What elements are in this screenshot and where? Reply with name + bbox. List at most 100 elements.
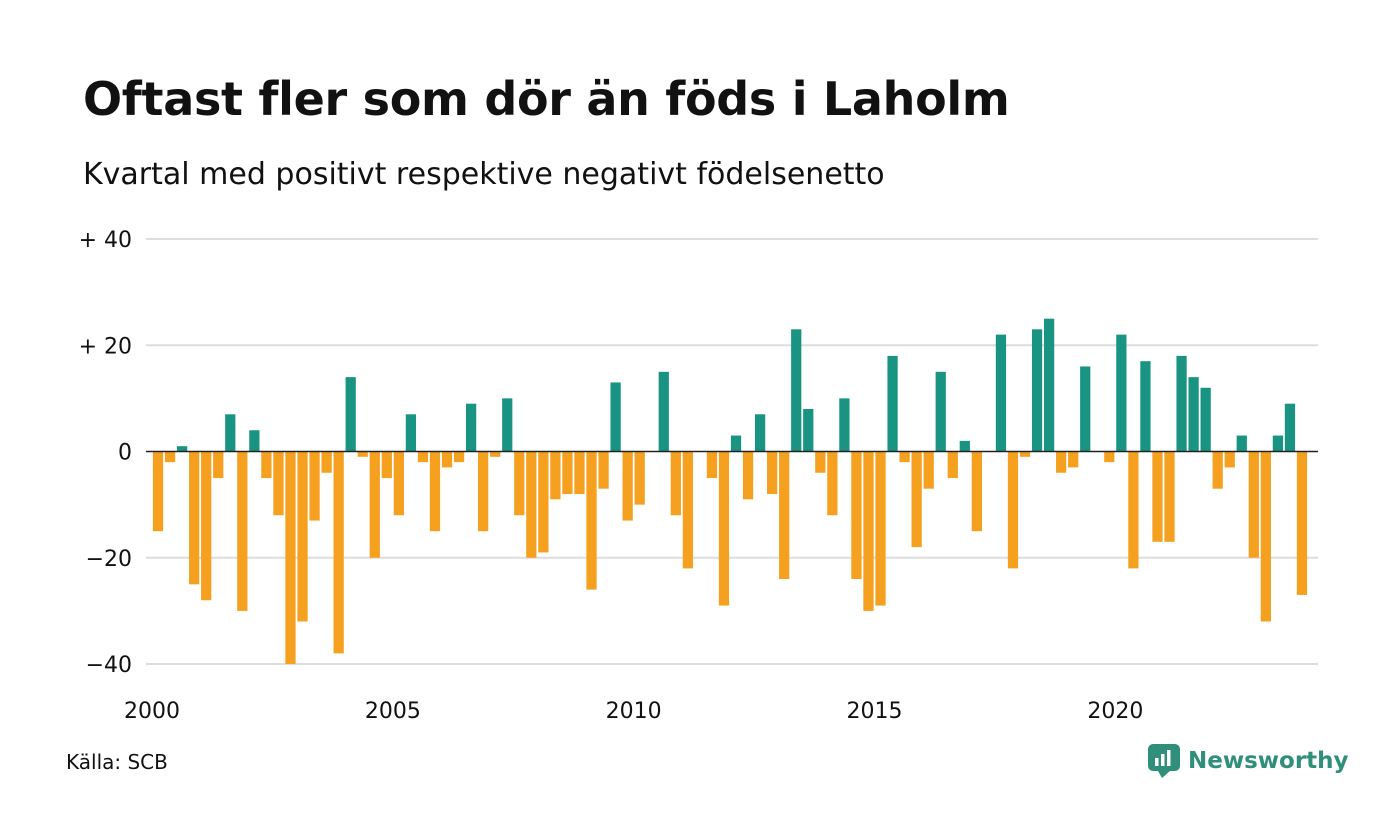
bar — [333, 451, 344, 654]
bar — [935, 371, 946, 452]
bar — [176, 446, 188, 452]
axes: + 40 + 20 0 −20 −40 2000 2005 2010 2015 2020 — [79, 228, 1318, 724]
bar — [345, 377, 356, 452]
bar — [369, 451, 380, 558]
source-note: Källa: SCB — [66, 750, 168, 774]
y-tick-label: + 40 — [79, 228, 132, 253]
brand-name: Newsworthy — [1188, 748, 1349, 774]
bar — [682, 451, 693, 569]
bars — [152, 318, 1308, 664]
bar — [357, 451, 368, 457]
bar — [1260, 451, 1271, 622]
bar — [742, 451, 754, 500]
bar — [706, 451, 718, 479]
brand-logo[interactable]: Newsworthy — [1148, 744, 1349, 778]
bar — [405, 414, 417, 452]
bar — [297, 451, 308, 622]
bar — [767, 451, 778, 494]
bar — [1128, 451, 1139, 569]
bar — [1080, 366, 1091, 452]
bar — [1284, 403, 1296, 452]
bar — [1056, 451, 1067, 473]
bar — [911, 451, 922, 548]
bar — [875, 451, 886, 606]
bar — [995, 334, 1007, 452]
bar — [164, 451, 176, 463]
y-tick-label: 0 — [118, 441, 132, 466]
bar — [815, 451, 826, 473]
bar — [586, 451, 597, 590]
bar — [791, 329, 802, 452]
bar — [622, 451, 633, 521]
bar — [249, 430, 260, 452]
chart-title: Oftast fler som dör än föds i Laholm — [83, 72, 1010, 126]
bar — [1031, 329, 1043, 452]
x-tick-label: 2015 — [847, 699, 903, 724]
x-tick-label: 2020 — [1087, 699, 1143, 724]
bar — [670, 451, 681, 516]
bar — [899, 451, 910, 463]
bar — [1152, 451, 1163, 542]
bar — [574, 451, 585, 494]
bar — [285, 451, 296, 664]
bar — [1188, 377, 1199, 452]
bar — [225, 414, 236, 452]
bar — [803, 409, 814, 452]
bar — [478, 451, 489, 532]
bar — [465, 403, 477, 452]
bar — [598, 451, 609, 489]
bar — [429, 451, 441, 532]
bar — [514, 451, 525, 516]
bar — [1068, 451, 1079, 468]
bar — [1164, 451, 1175, 542]
bar — [1212, 451, 1223, 489]
bar — [1296, 451, 1308, 595]
bar — [947, 451, 958, 479]
bar — [538, 451, 549, 553]
bar — [718, 451, 730, 606]
bar — [971, 451, 982, 532]
bar — [201, 451, 212, 601]
bar — [273, 451, 284, 516]
bar — [1140, 361, 1151, 452]
x-tick-label: 2005 — [365, 699, 421, 724]
bar — [730, 435, 742, 452]
bar — [839, 398, 850, 452]
bar — [526, 451, 537, 558]
y-tick-label: + 20 — [79, 334, 132, 359]
bar — [1200, 387, 1211, 452]
bar — [887, 355, 898, 452]
bar — [490, 451, 501, 457]
bar — [634, 451, 645, 505]
bar — [1043, 318, 1055, 452]
bar — [1019, 451, 1031, 457]
bar — [213, 451, 224, 479]
bar — [1272, 435, 1284, 452]
bar — [827, 451, 838, 516]
bar — [754, 414, 766, 452]
x-tick-label: 2010 — [606, 699, 662, 724]
bar — [152, 451, 164, 532]
bar — [1176, 355, 1187, 452]
bar — [610, 382, 621, 452]
y-tick-label: −20 — [86, 547, 132, 572]
bar — [393, 451, 404, 516]
bar — [321, 451, 332, 473]
bar — [923, 451, 934, 489]
bar — [658, 371, 669, 452]
bar — [417, 451, 429, 463]
bar — [1224, 451, 1235, 468]
bar — [562, 451, 573, 494]
bar — [863, 451, 874, 611]
bar — [779, 451, 790, 579]
bar — [261, 451, 272, 479]
bar — [309, 451, 320, 521]
newsworthy-logo-icon — [1148, 744, 1180, 778]
bar — [1116, 334, 1127, 452]
bar — [550, 451, 561, 500]
bar — [1104, 451, 1115, 463]
bar — [1248, 451, 1259, 558]
bar — [1236, 435, 1247, 452]
bar-chart: + 40 + 20 0 −20 −40 2000 2005 2010 2015 2020 — [79, 228, 1318, 724]
bar — [851, 451, 862, 579]
